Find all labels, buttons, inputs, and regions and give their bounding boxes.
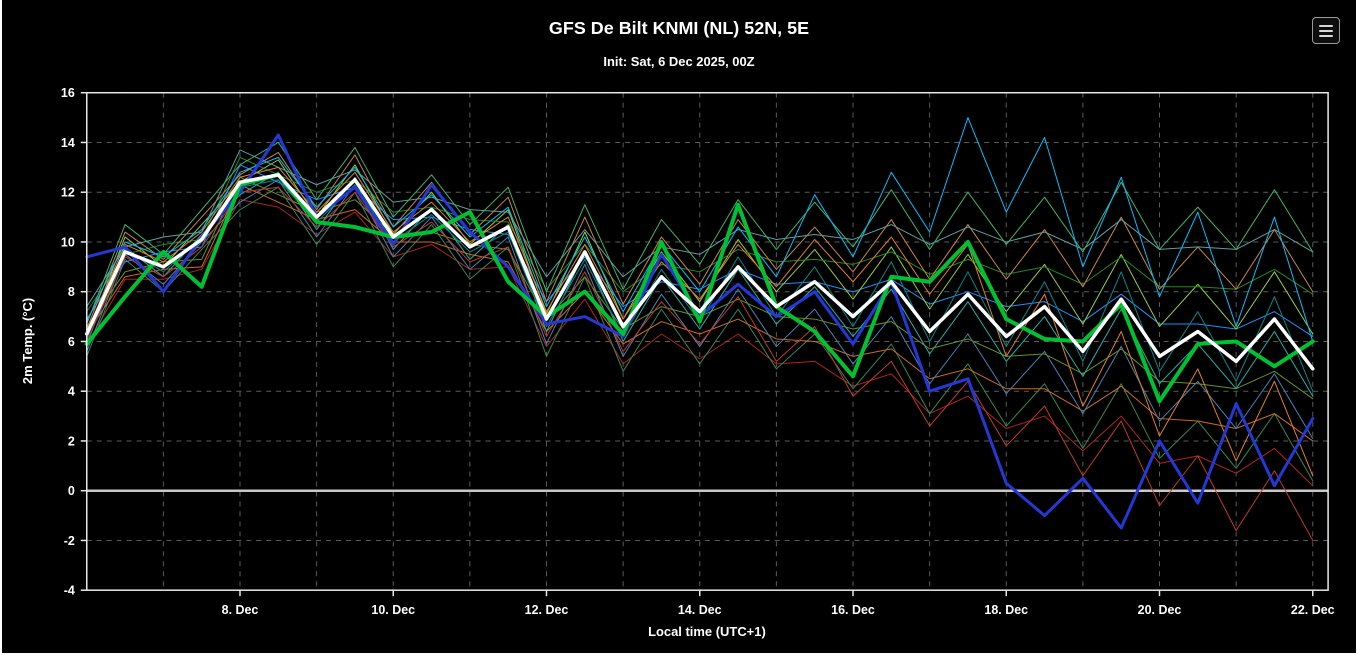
grid-layer: [86, 92, 1329, 591]
hamburger-menu-icon: [1319, 29, 1333, 32]
axes-layer: -4 -2 0 2 4 6 8 10 12 14 16 8. Dec 10. Dec 12. Dec 14.…: [61, 86, 1335, 617]
y-tick-label: 14: [61, 136, 75, 150]
y-tick-label: 10: [61, 235, 75, 249]
series-line-member-11: [86, 149, 1314, 308]
x-axis-title: Local time (UTC+1): [648, 624, 766, 639]
x-tick-label: 10. Dec: [371, 603, 415, 617]
series-line-member-04: [86, 179, 1314, 439]
series-line-member-03: [86, 184, 1314, 442]
series-line-control: [84, 172, 1315, 404]
x-tick-label: 20. Dec: [1138, 603, 1182, 617]
hamburger-menu-icon: [1319, 24, 1333, 27]
series-line-member-01: [86, 199, 1314, 487]
x-tick-label: 18. Dec: [984, 603, 1028, 617]
y-tick-label: 6: [68, 335, 75, 349]
export-menu-button[interactable]: [1312, 17, 1340, 44]
y-tick-label: 16: [61, 86, 75, 100]
y-tick-label: 0: [68, 484, 75, 498]
series-line-member-10: [86, 151, 1314, 330]
x-tick-label: 12. Dec: [525, 603, 569, 617]
series-line-ensemble-mean: [85, 173, 1315, 371]
series-line-member-02: [86, 186, 1314, 482]
x-tick-label: 22. Dec: [1291, 603, 1335, 617]
y-tick-label: 4: [68, 385, 75, 399]
series-line-member-09: [86, 156, 1314, 313]
series-layer: [84, 117, 1315, 541]
series-line-member-14: [86, 117, 1314, 342]
y-tick-label: -4: [64, 584, 75, 598]
x-tick-label: 16. Dec: [831, 603, 875, 617]
hamburger-menu-icon: [1319, 34, 1333, 37]
chart-subtitle: Init: Sat, 6 Dec 2025, 00Z: [603, 54, 754, 69]
y-tick-label: -2: [64, 534, 75, 548]
y-tick-label: 8: [68, 285, 75, 299]
chart-title: GFS De Bilt KNMI (NL) 52N, 5E: [549, 18, 809, 38]
y-tick-label: 12: [61, 186, 75, 200]
y-axis-title: 2m Temp. (°C): [20, 298, 35, 384]
series-line-member-08: [86, 159, 1314, 337]
series-line-member-15: [86, 166, 1314, 477]
x-tick-label: 8. Dec: [222, 603, 259, 617]
x-tick-label: 14. Dec: [678, 603, 722, 617]
y-tick-label: 2: [68, 434, 75, 448]
series-line-member-13: [86, 186, 1314, 541]
